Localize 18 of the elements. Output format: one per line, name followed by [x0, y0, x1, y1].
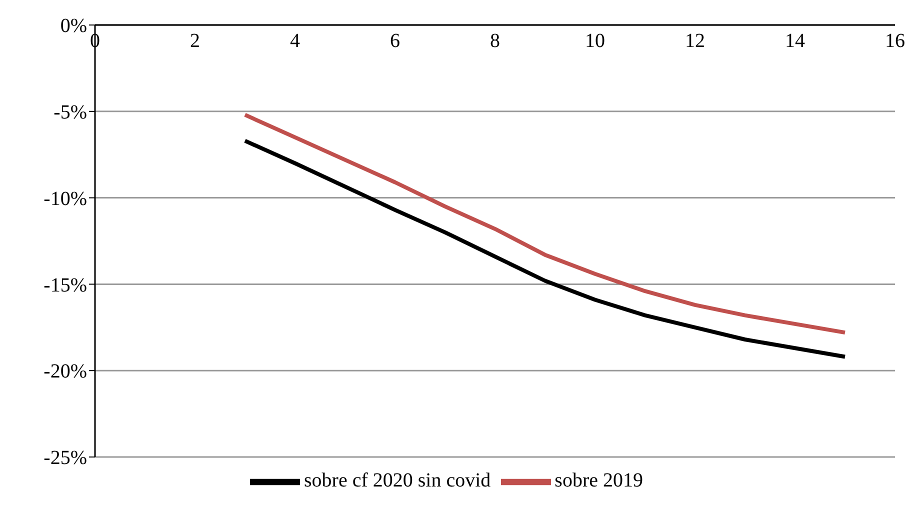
y-tick-label: -10% [44, 188, 87, 210]
line-series [243, 112, 847, 335]
x-tick-label: 12 [685, 30, 705, 52]
x-tick-label: 4 [290, 30, 300, 52]
x-tick-label: 16 [885, 30, 905, 52]
x-tick-label: 6 [390, 30, 400, 52]
x-tick-label: 14 [785, 30, 805, 52]
y-tick-label: 0% [60, 15, 87, 38]
x-tick-label: 2 [190, 30, 200, 52]
y-tick-label: -25% [44, 447, 87, 470]
y-tick-label: -15% [44, 274, 87, 296]
line-series [243, 138, 847, 359]
legend-label: sobre 2019 [554, 470, 643, 492]
y-tick-label: -20% [44, 360, 87, 383]
legend-label: sobre cf 2020 sin covid [304, 470, 491, 492]
y-tick-label: -5% [54, 102, 87, 124]
x-tick-label: 10 [585, 30, 605, 52]
x-tick-label: 8 [490, 30, 500, 52]
